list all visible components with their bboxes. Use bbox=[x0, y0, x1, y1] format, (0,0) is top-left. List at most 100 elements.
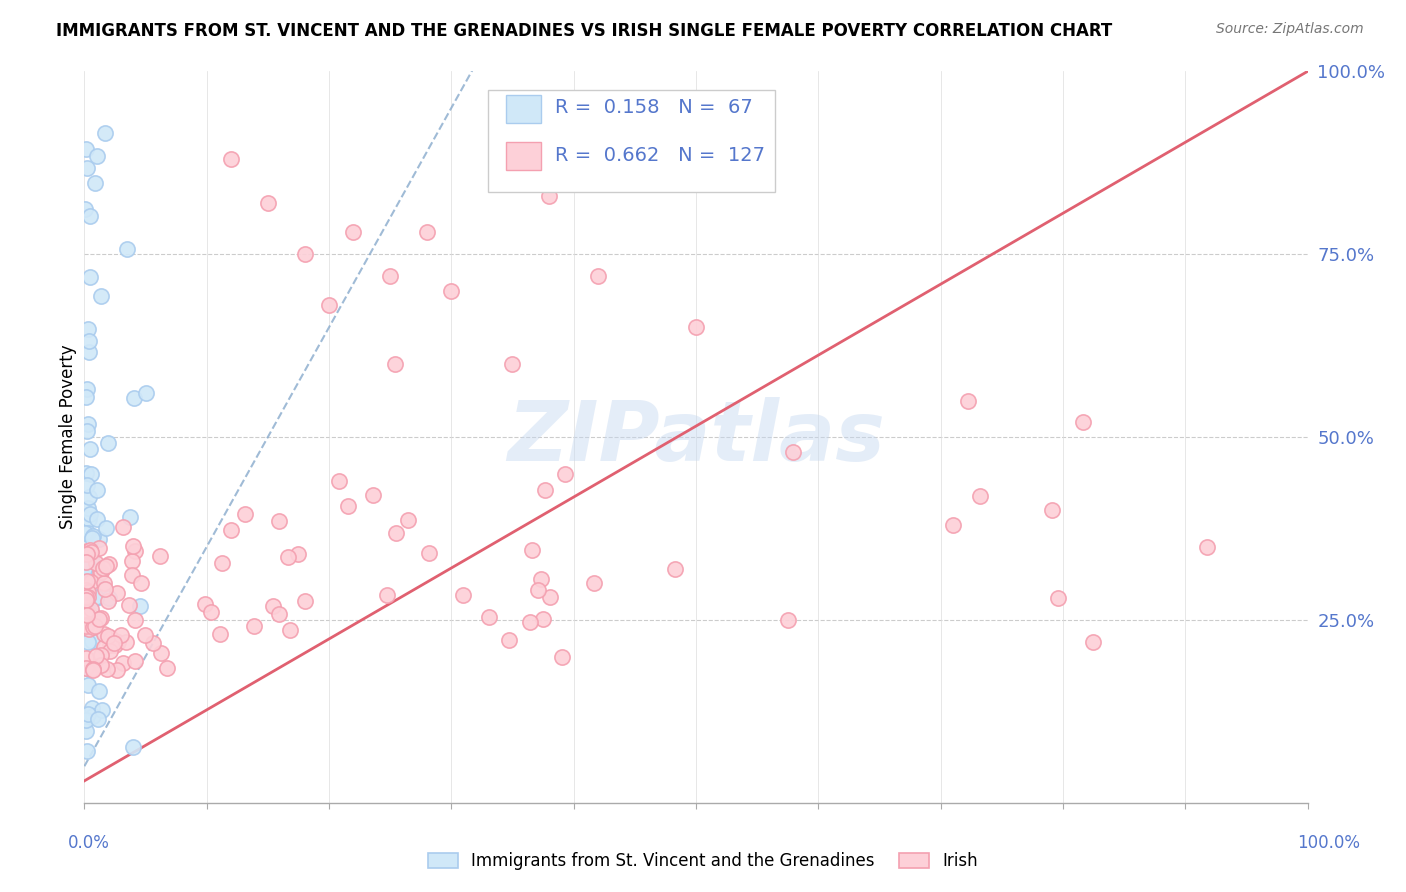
Point bbox=[104, 638, 127, 652]
Point bbox=[294, 247, 316, 261]
Point bbox=[76, 744, 98, 758]
Point bbox=[93, 640, 115, 655]
Point bbox=[79, 507, 101, 521]
Point bbox=[336, 499, 359, 513]
Point bbox=[76, 526, 98, 541]
Point bbox=[269, 514, 291, 528]
Point bbox=[77, 678, 100, 692]
Point bbox=[342, 225, 364, 239]
Point bbox=[86, 483, 108, 498]
Point bbox=[440, 284, 463, 298]
Point bbox=[90, 658, 112, 673]
Point bbox=[318, 298, 340, 312]
Point bbox=[82, 620, 104, 634]
Point bbox=[87, 541, 110, 555]
Point bbox=[685, 320, 707, 334]
Point bbox=[380, 269, 402, 284]
Point bbox=[75, 583, 97, 598]
Point bbox=[1195, 540, 1218, 554]
Point bbox=[107, 634, 129, 648]
Point bbox=[418, 546, 440, 560]
Point bbox=[112, 656, 135, 670]
Point bbox=[82, 663, 104, 677]
Point bbox=[782, 444, 804, 458]
Point bbox=[105, 664, 128, 678]
Point bbox=[75, 142, 97, 156]
Point bbox=[79, 467, 101, 482]
Point bbox=[91, 703, 114, 717]
Point bbox=[76, 574, 98, 589]
Point bbox=[375, 588, 398, 602]
Point bbox=[124, 654, 146, 668]
FancyBboxPatch shape bbox=[506, 95, 541, 122]
Point bbox=[87, 612, 110, 626]
Point bbox=[76, 707, 98, 722]
Point bbox=[97, 436, 120, 450]
Point bbox=[75, 617, 97, 632]
Text: 100.0%: 100.0% bbox=[1298, 834, 1360, 852]
Point bbox=[77, 490, 100, 504]
Point bbox=[416, 225, 439, 239]
Point bbox=[122, 391, 145, 405]
Point bbox=[211, 556, 233, 570]
Point bbox=[76, 584, 98, 599]
Point bbox=[586, 269, 609, 284]
Point bbox=[1071, 416, 1094, 430]
Point bbox=[75, 590, 97, 604]
Point bbox=[77, 622, 100, 636]
Point bbox=[82, 610, 104, 624]
Point bbox=[79, 269, 101, 284]
Point bbox=[82, 662, 104, 676]
Point bbox=[79, 662, 101, 676]
Point bbox=[75, 511, 97, 525]
Point bbox=[90, 610, 112, 624]
Point bbox=[124, 613, 146, 627]
Point bbox=[396, 513, 419, 527]
FancyBboxPatch shape bbox=[488, 90, 776, 192]
Point bbox=[200, 605, 222, 619]
Point bbox=[86, 149, 108, 163]
Text: ZIPatlas: ZIPatlas bbox=[508, 397, 884, 477]
Point bbox=[77, 609, 100, 624]
Point bbox=[219, 152, 242, 166]
Point bbox=[89, 532, 111, 546]
Point bbox=[75, 526, 97, 541]
Point bbox=[79, 442, 101, 456]
Point bbox=[135, 385, 157, 400]
Point bbox=[277, 550, 299, 565]
Point bbox=[84, 619, 107, 633]
Point bbox=[89, 565, 111, 579]
Point bbox=[94, 521, 117, 535]
Point bbox=[77, 345, 100, 359]
Point bbox=[80, 566, 103, 581]
Point bbox=[530, 572, 553, 586]
FancyBboxPatch shape bbox=[506, 143, 541, 170]
Point bbox=[76, 607, 98, 622]
Point bbox=[83, 176, 105, 190]
Point bbox=[76, 161, 98, 175]
Point bbox=[262, 599, 284, 613]
Point bbox=[98, 638, 121, 652]
Point bbox=[82, 607, 104, 621]
Point bbox=[77, 512, 100, 526]
Point bbox=[93, 560, 115, 574]
Point bbox=[90, 288, 112, 302]
Point bbox=[82, 555, 104, 569]
Text: 0.0%: 0.0% bbox=[67, 834, 110, 852]
Point bbox=[75, 651, 97, 665]
Legend: Immigrants from St. Vincent and the Grenadines, Irish: Immigrants from St. Vincent and the Gren… bbox=[427, 852, 979, 871]
Point bbox=[80, 532, 103, 546]
Point bbox=[554, 467, 576, 481]
Point bbox=[122, 539, 145, 553]
Point bbox=[124, 544, 146, 558]
Point bbox=[142, 636, 165, 650]
Point bbox=[97, 557, 120, 571]
Point bbox=[1081, 635, 1104, 649]
Point bbox=[209, 627, 232, 641]
Point bbox=[82, 634, 104, 648]
Point bbox=[76, 382, 98, 396]
Point bbox=[1040, 503, 1063, 517]
Point bbox=[84, 590, 107, 604]
Point bbox=[451, 588, 474, 602]
Point bbox=[76, 477, 98, 491]
